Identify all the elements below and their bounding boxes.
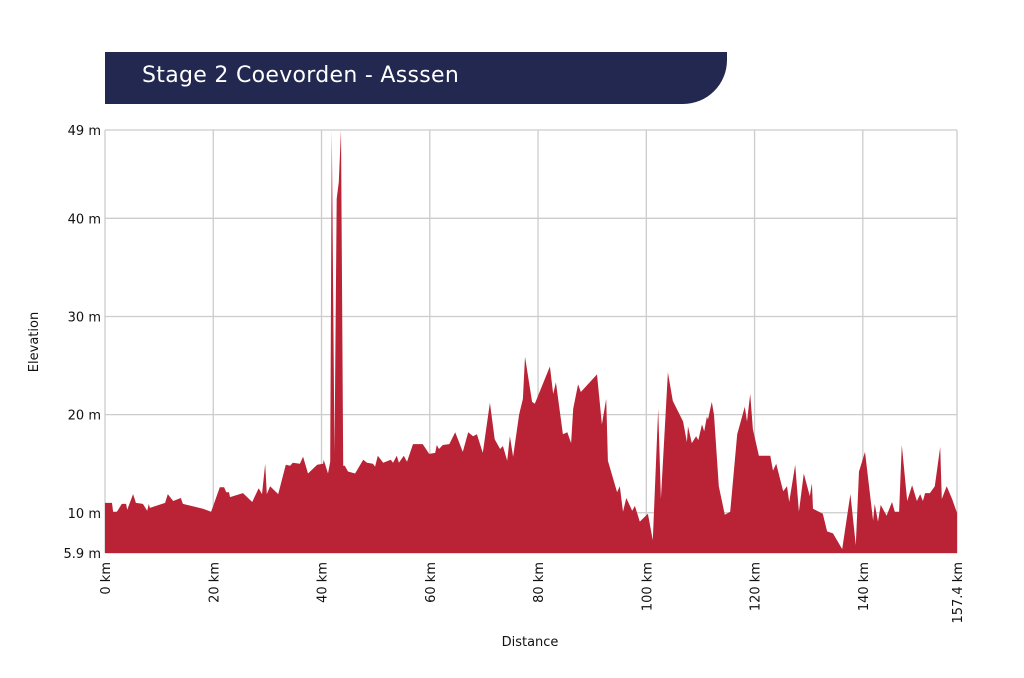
x-tick-label: 60 km bbox=[424, 562, 439, 603]
x-tick-label: 40 km bbox=[316, 562, 331, 603]
x-tick-label: 80 km bbox=[532, 562, 547, 603]
stage-title-banner: Stage 2 Coevorden - Asssen bbox=[105, 52, 727, 104]
y-tick-label: 40 m bbox=[68, 212, 101, 227]
x-tick-label: 140 km bbox=[857, 562, 872, 611]
y-tick-label: 20 m bbox=[68, 409, 101, 424]
x-axis-label: Distance bbox=[502, 635, 559, 650]
y-tick-label: 49 m bbox=[68, 124, 101, 139]
elevation-area bbox=[105, 130, 957, 553]
chart-title: Stage 2 Coevorden - Asssen bbox=[142, 63, 460, 88]
x-tick-label: 0 km bbox=[99, 562, 114, 595]
x-axis-ticks: 0 km 20 km 40 km 60 km 80 km 100 km 120 km 140 … bbox=[99, 562, 966, 624]
x-tick-label: 20 km bbox=[207, 562, 222, 603]
x-tick-label: 157.4 km bbox=[951, 562, 966, 624]
x-tick-label: 120 km bbox=[749, 562, 764, 611]
y-tick-label: 5.9 m bbox=[64, 547, 101, 562]
x-tick-label: 100 km bbox=[640, 562, 655, 611]
y-axis-label: Elevation bbox=[27, 312, 42, 372]
y-tick-label: 30 m bbox=[68, 310, 101, 325]
y-axis-ticks: 5.9 m 10 m 20 m 30 m 40 m 49 m bbox=[64, 124, 101, 562]
y-tick-label: 10 m bbox=[68, 507, 101, 522]
